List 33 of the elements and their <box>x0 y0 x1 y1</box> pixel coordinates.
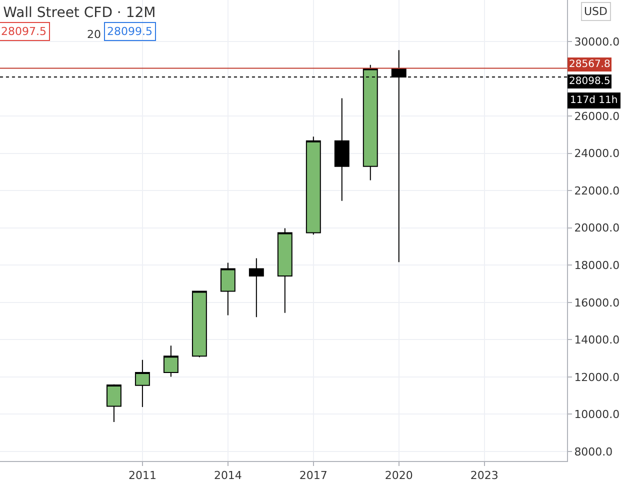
x-tick-label: 2011 <box>128 469 156 482</box>
y-tick-label: 10000.0 <box>574 408 620 422</box>
y-tick-label: 12000.0 <box>574 370 620 384</box>
candlestick <box>163 345 178 378</box>
ref-line-label: 28098.5 <box>569 76 610 87</box>
candlestick <box>306 136 321 236</box>
y-tick-label: 18000.0 <box>574 259 620 272</box>
candlestick <box>192 290 207 358</box>
y-tick-label: 24000.0 <box>574 147 620 160</box>
y-tick-label: 20000.0 <box>574 222 620 235</box>
x-tick-label: 2020 <box>384 469 413 482</box>
y-tick-label: 14000.0 <box>574 334 620 347</box>
y-tick-label: 26000.0 <box>574 110 620 123</box>
ref-line-label: 28567.8 <box>569 59 610 70</box>
chart-title: Wall Street CFD · 12M <box>3 5 156 22</box>
candlestick <box>106 384 122 423</box>
y-tick-label: 22000.0 <box>574 184 620 198</box>
candlestick <box>334 98 350 202</box>
text: 117d 11h <box>570 95 618 106</box>
y-tick-label: 16000.0 <box>574 296 620 310</box>
annotation: 28099.5 <box>107 25 152 38</box>
candlestick <box>277 228 292 314</box>
candlestick <box>134 359 150 408</box>
y-tick-label: 30000.0 <box>574 35 620 48</box>
candlestick <box>248 258 264 318</box>
x-tick-label: 2017 <box>299 469 328 482</box>
annotation: 28097.5 <box>1 25 46 38</box>
x-tick-label: 2014 <box>214 469 242 482</box>
y-tick-label: 8000.0 <box>574 445 613 458</box>
text: USD <box>584 5 608 18</box>
candlestick <box>220 262 236 316</box>
annotation: 20 <box>87 28 101 41</box>
x-tick-label: 2023 <box>470 469 498 482</box>
